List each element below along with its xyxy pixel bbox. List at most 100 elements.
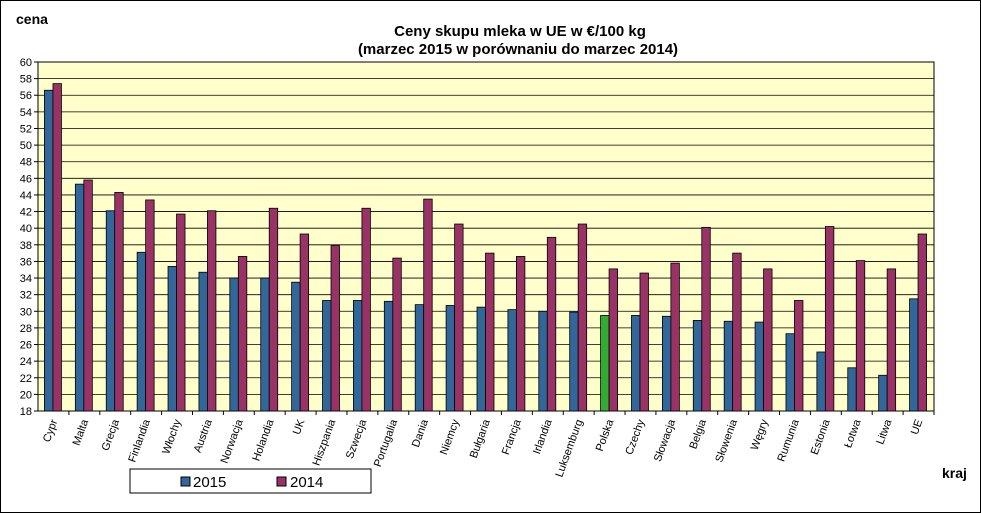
bar-2014-Holandia — [268, 207, 279, 412]
y-tick-label: 48 — [20, 157, 32, 169]
chart-subtitle: (marzec 2015 w porównaniu do marzec 2014… — [358, 41, 678, 58]
bar-2015-Grecja — [105, 210, 116, 412]
bar-2015-Czechy — [631, 315, 641, 412]
bar-2015-Austria — [198, 271, 208, 412]
bar-2015-UK — [291, 281, 301, 412]
x-tick-label: Irlandia — [531, 417, 555, 456]
bar-2015-Portugalia — [383, 300, 394, 412]
y-tick-label: 28 — [20, 323, 32, 335]
y-tick-label: 56 — [20, 90, 32, 102]
x-axis-label: kraj — [942, 465, 967, 481]
bar-2015-Rumunia — [785, 333, 795, 412]
x-tick-label: Bułgaria — [468, 417, 493, 460]
bar-2015-Słowenia — [723, 320, 734, 412]
bar-2014-Finlandia — [145, 199, 155, 412]
bar-2014-Irlandia — [546, 236, 557, 412]
bar-2014-Malta — [83, 179, 93, 412]
y-tick-label: 50 — [20, 140, 32, 152]
x-tick-label: Austria — [192, 417, 215, 454]
bar-2014-Węgry — [763, 268, 773, 412]
bar-2015-Bułgaria — [476, 306, 486, 412]
bar-2015-Cypr — [44, 89, 54, 412]
x-tick-label: Finlandia — [126, 417, 153, 464]
y-tick-label: 52 — [20, 123, 32, 135]
bar-2014-Łotwa — [855, 260, 866, 412]
bar-2015-Norwacja — [229, 277, 239, 412]
bar-2015-Węgry — [754, 321, 764, 412]
chart-title: Ceny skupu mleka w UE w €/100 kg — [394, 23, 646, 40]
bar-2014-UK — [299, 233, 310, 412]
y-tick-label: 46 — [20, 173, 32, 185]
x-tick-label: Węgry — [749, 417, 771, 451]
legend-swatch-2015 — [180, 476, 191, 487]
bar-2015-Włochy — [167, 266, 177, 412]
y-tick-label: 24 — [20, 356, 32, 368]
x-tick-label: Holandia — [250, 417, 276, 463]
bar-2014-Słowenia — [732, 252, 742, 412]
y-tick-label: 44 — [20, 190, 32, 202]
bar-2015-Holandia — [260, 277, 270, 412]
bar-2015-UE — [909, 298, 919, 412]
bar-2015-Polska — [600, 315, 610, 412]
x-tick-label: Belgia — [687, 417, 709, 451]
bars — [44, 83, 927, 412]
bar-2014-Portugalia — [392, 257, 402, 412]
bar-2014-Norwacja — [237, 256, 248, 412]
x-tick-label: Norwacja — [219, 417, 246, 465]
bar-2014-Niemcy — [454, 223, 464, 412]
y-tick-label: 30 — [20, 306, 32, 318]
bar-2014-UE — [917, 233, 927, 412]
legend-swatch-2014 — [276, 476, 287, 487]
x-tick-label: Słowacja — [652, 417, 679, 463]
x-tick-label: Hiszpania — [311, 417, 339, 467]
bar-2015-Słowacja — [661, 315, 672, 412]
x-tick-label: Cypr — [41, 418, 60, 444]
y-tick-label: 54 — [20, 107, 32, 119]
legend-label-2014: 2014 — [290, 474, 323, 491]
legend-label-2015: 2015 — [193, 474, 226, 491]
bar-2015-Estonia — [816, 351, 826, 412]
bar-2015-Irlandia — [538, 310, 548, 412]
bar-2015-Dania — [414, 304, 425, 412]
y-tick-label: 26 — [20, 340, 32, 352]
x-tick-label: Włochy — [160, 417, 184, 455]
y-axis-label: cena — [16, 11, 48, 27]
x-tick-label: Francja — [500, 417, 524, 456]
y-tick-label: 36 — [20, 256, 32, 268]
bar-2014-Luksemburg — [577, 223, 588, 412]
bar-2014-Belgia — [701, 226, 711, 412]
bar-2014-Litwa — [886, 268, 897, 412]
y-tick-label: 40 — [20, 223, 32, 235]
bar-2015-Belgia — [692, 320, 703, 412]
bar-2014-Czechy — [639, 272, 649, 412]
y-tick-label: 42 — [20, 207, 32, 219]
y-tick-label: 18 — [20, 406, 32, 418]
legend: 2015 2014 — [129, 468, 372, 494]
bar-2015-Szwecja — [353, 300, 363, 412]
y-tick-label: 20 — [20, 389, 32, 401]
bar-2014-Rumunia — [794, 300, 804, 412]
y-tick-label: 32 — [20, 290, 32, 302]
bar-2015-Niemcy — [445, 305, 456, 412]
bar-2014-Dania — [423, 198, 433, 412]
bar-2014-Francja — [515, 256, 526, 412]
y-tick-label: 60 — [20, 57, 32, 69]
bar-2014-Bułgaria — [485, 252, 495, 412]
bar-2014-Polska — [608, 268, 618, 412]
x-tick-label: Rumunia — [775, 417, 802, 463]
bar-2015-Finlandia — [136, 251, 147, 412]
bar-2014-Szwecja — [361, 207, 371, 412]
bar-2015-Hiszpania — [322, 300, 332, 412]
x-tick-label: Dania — [410, 417, 431, 449]
x-tick-label: Luksemburg — [554, 418, 586, 479]
bar-2015-Malta — [74, 183, 85, 412]
x-tick-label: UK — [291, 417, 308, 436]
y-axis-ticks: 18 20 22 24 26 28 30 32 34 36 38 40 42 44 46 48 50 52 54 56… — [20, 57, 38, 418]
bar-2015-Luksemburg — [569, 311, 579, 412]
bar-2014-Cypr — [52, 83, 62, 412]
x-tick-label: Łotwa — [842, 417, 864, 450]
bar-2014-Słowacja — [670, 262, 680, 412]
x-tick-label: Grecja — [100, 417, 123, 452]
bar-2015-Francja — [507, 309, 517, 412]
